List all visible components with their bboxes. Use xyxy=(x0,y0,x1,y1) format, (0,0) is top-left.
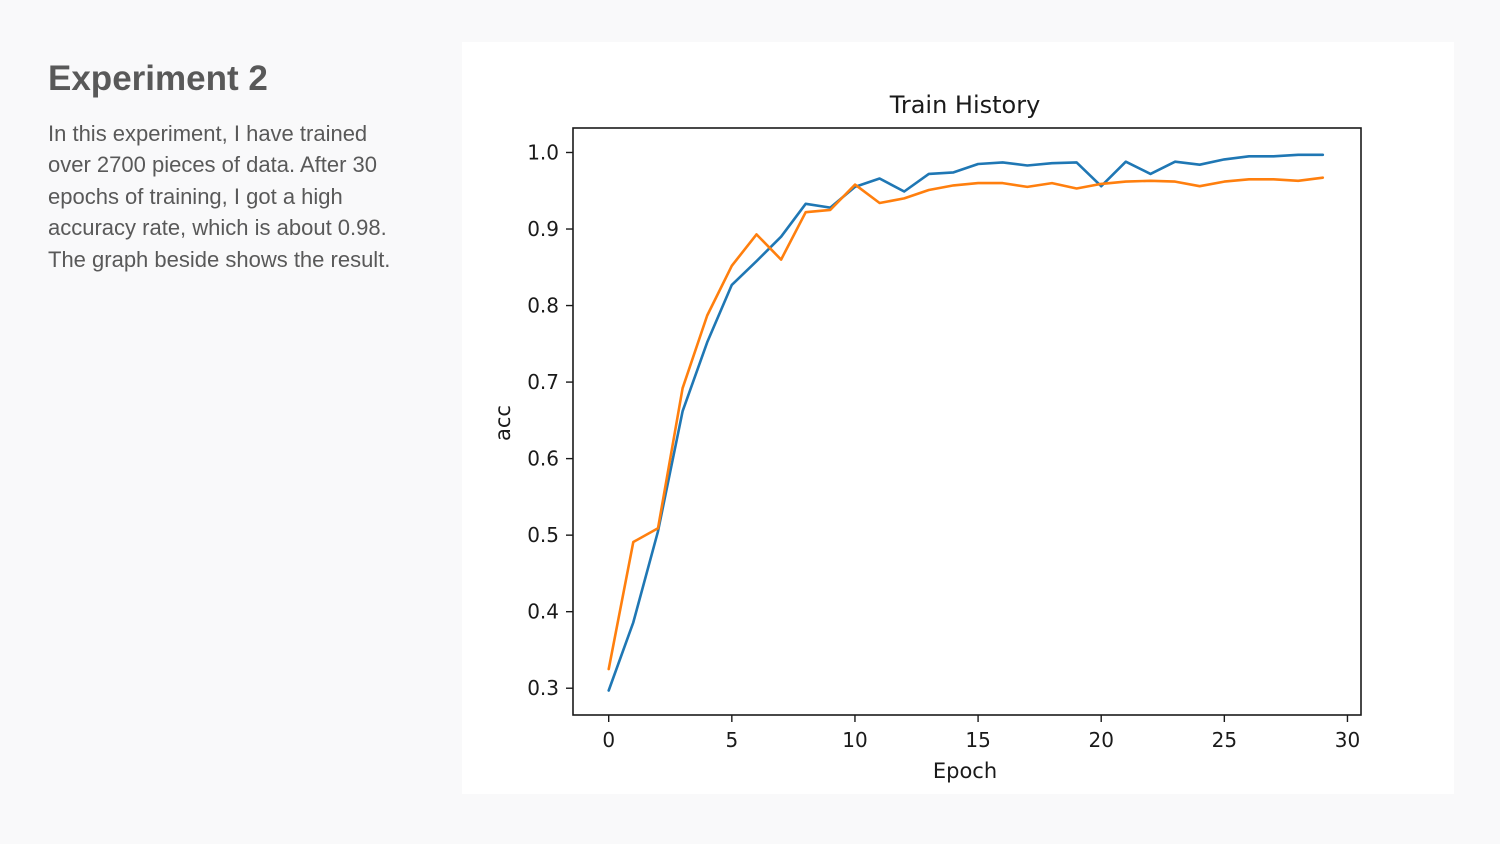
chart-title: Train History xyxy=(889,91,1041,119)
slide-title: Experiment 2 xyxy=(48,59,268,98)
y-tick-label: 0.7 xyxy=(527,370,559,394)
y-tick-label: 0.4 xyxy=(527,600,559,624)
x-tick-label: 0 xyxy=(602,728,615,752)
series-line-1 xyxy=(607,153,1325,692)
description-line: over 2700 pieces of data. After 30 xyxy=(48,152,378,178)
y-tick-label: 1.0 xyxy=(527,140,559,164)
y-tick-label: 0.9 xyxy=(527,217,559,241)
series-line-2 xyxy=(607,176,1325,671)
series-layer xyxy=(607,153,1325,692)
x-tick-label: 25 xyxy=(1212,728,1237,752)
y-tick-label: 0.6 xyxy=(527,447,559,471)
train-history-chart: Train History 0 5 10 15 20 25 30 0.3 0.4 0.5 0.6 0.… xyxy=(491,91,1362,783)
description-line: accuracy rate, which is about 0.98. xyxy=(48,215,387,241)
text-column: Experiment 2 In this experiment, I have … xyxy=(48,56,428,275)
x-tick-label: 20 xyxy=(1088,728,1113,752)
axis-layer: 0 5 10 15 20 25 30 0.3 0.4 0.5 0.6 0.7 0.8 0.9 1.0 xyxy=(527,140,1360,752)
y-tick-label: 0.8 xyxy=(527,294,559,318)
x-tick-label: 30 xyxy=(1335,728,1360,752)
x-tick-label: 5 xyxy=(725,728,738,752)
description-line: epochs of training, I got a high xyxy=(48,183,343,209)
x-tick-label: 15 xyxy=(965,728,990,752)
x-axis-label: Epoch xyxy=(933,759,997,783)
y-axis-label: acc xyxy=(491,405,515,441)
description-line: In this experiment, I have trained xyxy=(48,121,368,146)
plot-frame xyxy=(572,127,1362,716)
description-line: The graph beside shows the result. xyxy=(48,246,391,272)
y-tick-label: 0.3 xyxy=(527,676,559,700)
x-tick-label: 10 xyxy=(842,728,867,752)
chart-panel: Train History 0 5 10 15 20 25 30 0.3 0.4 0.5 0.6 0.… xyxy=(462,42,1454,794)
y-tick-label: 0.5 xyxy=(527,523,559,547)
slide-description: In this experiment, I have trained over … xyxy=(48,118,428,275)
